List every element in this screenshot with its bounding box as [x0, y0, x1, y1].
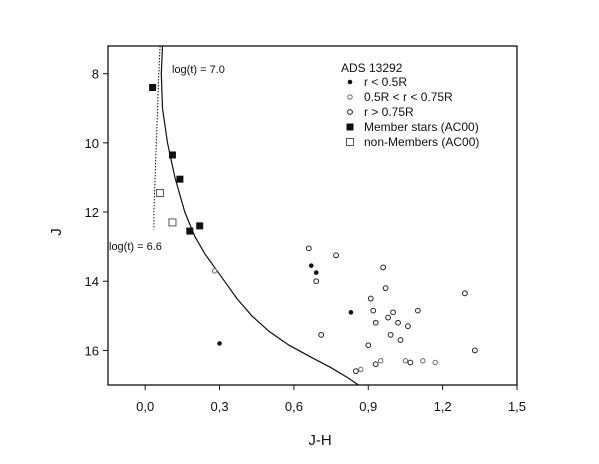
points-layer — [149, 84, 478, 375]
data-point-series-2 — [365, 342, 372, 349]
y-tick-label: 10 — [85, 136, 99, 151]
x-tick-label: 0,6 — [285, 399, 303, 414]
data-point-series-0 — [217, 341, 222, 346]
legend-marker — [347, 79, 353, 85]
data-point-series-0 — [313, 270, 319, 275]
data-point-series-2 — [367, 295, 374, 302]
data-point-series-4 — [168, 218, 177, 227]
isochrone-label-6-6: log(t) = 6.6 — [109, 241, 162, 253]
y-tick-label: 14 — [85, 274, 99, 289]
data-point-series-2 — [385, 314, 392, 321]
data-point-series-3 — [196, 222, 204, 230]
data-point-series-2 — [462, 290, 468, 297]
x-tick-label: 0,9 — [359, 399, 377, 414]
data-point-series-2 — [471, 347, 478, 354]
data-point-series-1 — [358, 366, 364, 373]
data-point-series-0 — [348, 310, 354, 315]
data-point-series-2 — [372, 319, 379, 326]
y-axis-title: J — [48, 228, 65, 236]
data-point-series-3 — [149, 84, 157, 92]
data-point-series-2 — [318, 331, 325, 338]
isochrone-6-6-line — [153, 45, 161, 230]
data-point-series-2 — [387, 331, 394, 338]
data-point-series-2 — [370, 307, 377, 314]
data-point-series-2 — [352, 368, 359, 375]
isochrone-label-7-0: log(t) = 7.0 — [172, 64, 225, 76]
x-tick-label: 1,2 — [434, 399, 452, 414]
data-point-series-2 — [333, 252, 339, 259]
legend-marker — [346, 138, 354, 146]
legend-marker — [347, 94, 353, 100]
isochrone-7-0-line — [160, 45, 359, 386]
data-point-series-2 — [382, 285, 389, 292]
legend-marker — [347, 109, 353, 115]
data-point-series-0 — [308, 263, 314, 268]
legend-label: non-Members (AC00) — [364, 135, 479, 149]
legend-title: ADS 13292 — [341, 61, 403, 75]
data-point-series-2 — [397, 337, 404, 343]
data-point-series-3 — [186, 227, 194, 235]
data-point-series-2 — [407, 359, 414, 366]
plot-frame — [107, 45, 518, 386]
data-point-series-3 — [176, 175, 184, 183]
legend-marker — [346, 123, 354, 131]
legend-label: r < 0.5R — [364, 75, 407, 89]
data-point-series-1 — [402, 358, 409, 364]
data-point-series-1 — [377, 358, 384, 364]
y-tick-label: 12 — [85, 205, 99, 220]
isochrone-layer — [153, 45, 359, 386]
x-axis-title: J-H — [308, 432, 331, 449]
y-tick-label: 8 — [92, 67, 99, 82]
x-tick-label: 0,0 — [136, 399, 154, 414]
data-point-series-2 — [390, 309, 396, 316]
y-tick-label: 16 — [85, 343, 99, 358]
data-point-series-2 — [305, 245, 312, 252]
ticks-layer: 0,0 0,3 0,6 0,9 1,2 1,5 8 10 12 14 16 — [85, 67, 527, 414]
data-point-series-1 — [420, 358, 426, 364]
data-point-series-2 — [405, 323, 411, 330]
data-point-series-1 — [211, 268, 218, 274]
data-point-series-2 — [313, 278, 320, 285]
legend-label: 0.5R < r < 0.75R — [364, 90, 453, 104]
data-point-series-1 — [432, 359, 438, 366]
axes-layer — [107, 45, 518, 386]
x-tick-label: 0,3 — [211, 399, 229, 414]
x-tick-label: 1,5 — [508, 399, 526, 414]
legend-label: Member stars (AC00) — [364, 120, 479, 134]
data-point-series-2 — [414, 307, 421, 314]
data-point-series-2 — [380, 264, 387, 271]
legend-label: r > 0.75R — [364, 105, 414, 119]
data-point-series-2 — [395, 319, 401, 326]
data-point-series-2 — [372, 361, 379, 368]
data-point-series-4 — [156, 189, 165, 198]
data-point-series-3 — [168, 151, 176, 159]
